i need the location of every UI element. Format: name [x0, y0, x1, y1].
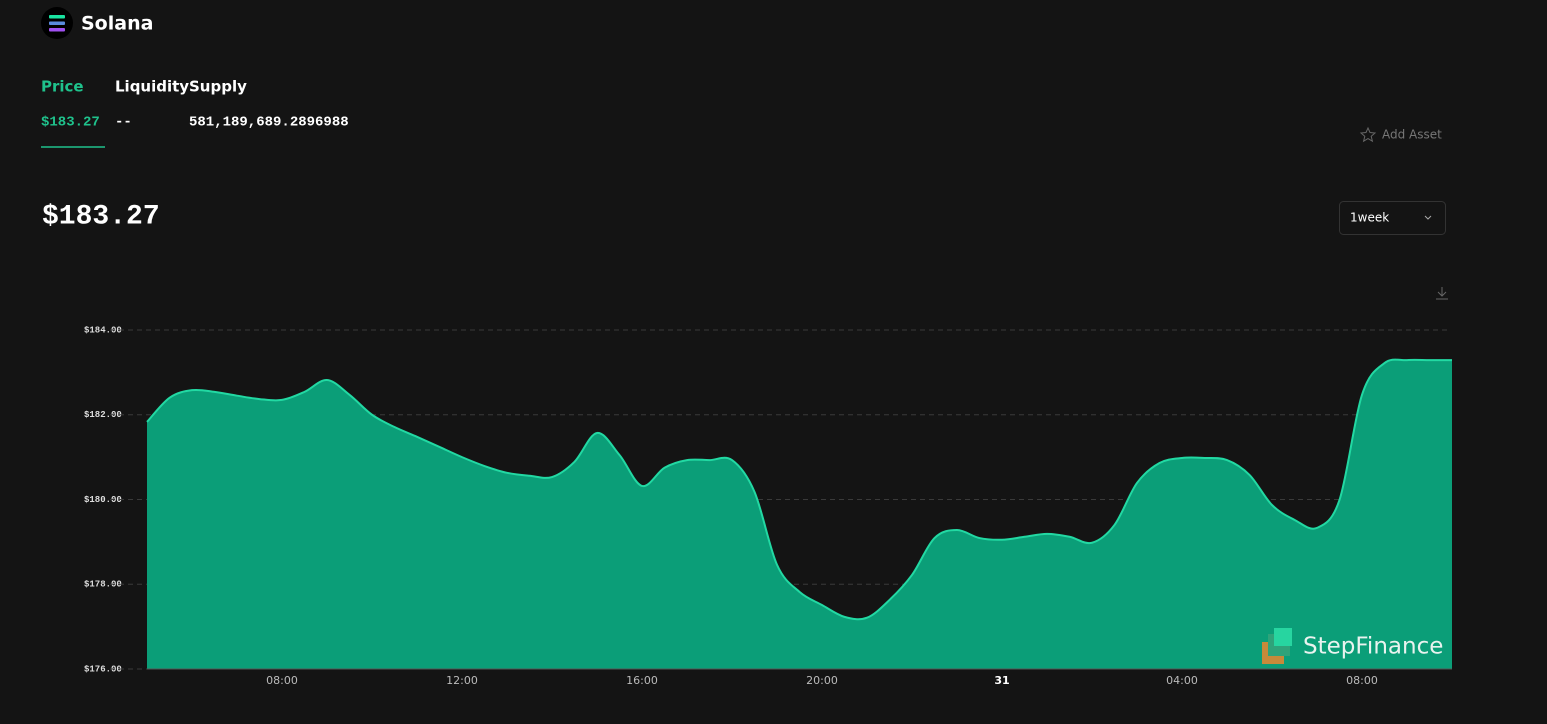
- watermark: StepFinance: [1262, 628, 1443, 664]
- y-tick-label: $182.00: [84, 410, 122, 420]
- watermark-logo: [1274, 628, 1292, 646]
- x-tick-label: 04:00: [1166, 674, 1198, 687]
- watermark-text: StepFinance: [1303, 634, 1443, 660]
- tab-value: $183.27: [41, 115, 100, 131]
- star-icon[interactable]: [1359, 126, 1377, 143]
- area: [147, 359, 1452, 669]
- plot: $176.00 $178.00 $180.00 $182.00 $184.00 08:00…: [84, 325, 1452, 687]
- range-dropdown[interactable]: [1339, 201, 1446, 235]
- x-tick-label: 08:00: [1346, 674, 1378, 687]
- x-tick-label: 12:00: [446, 674, 478, 687]
- logo-bar: [49, 21, 65, 25]
- dropdown-arrow: [1424, 215, 1432, 220]
- x-tick-label: 16:00: [626, 674, 658, 687]
- logo-bar: [49, 15, 65, 19]
- tab-label[interactable]: Liquidity: [115, 78, 189, 96]
- tab-value: --: [115, 115, 132, 131]
- y-tick-label: $180.00: [84, 495, 122, 505]
- y-tick-label: $178.00: [84, 580, 122, 590]
- line: [146, 358, 1452, 621]
- range-value[interactable]: 1week: [1350, 211, 1389, 225]
- tab-label[interactable]: Supply: [189, 78, 247, 96]
- tab-value: 581,189,689.2896988: [189, 115, 349, 131]
- tab-label[interactable]: Price: [41, 78, 84, 96]
- y-tick-label: $176.00: [84, 664, 122, 674]
- x-tick-label: 08:00: [266, 674, 298, 687]
- asset-name: Solana: [81, 13, 153, 35]
- download-icon[interactable]: [1436, 287, 1448, 300]
- logo-bar: [49, 28, 65, 32]
- x-tick-label: 20:00: [806, 674, 838, 687]
- big-price: $183.27: [42, 201, 160, 232]
- y-tick-label: $184.00: [84, 325, 122, 335]
- x-tick-label: 31: [994, 674, 1009, 687]
- add-asset[interactable]: Add Asset: [1382, 128, 1442, 142]
